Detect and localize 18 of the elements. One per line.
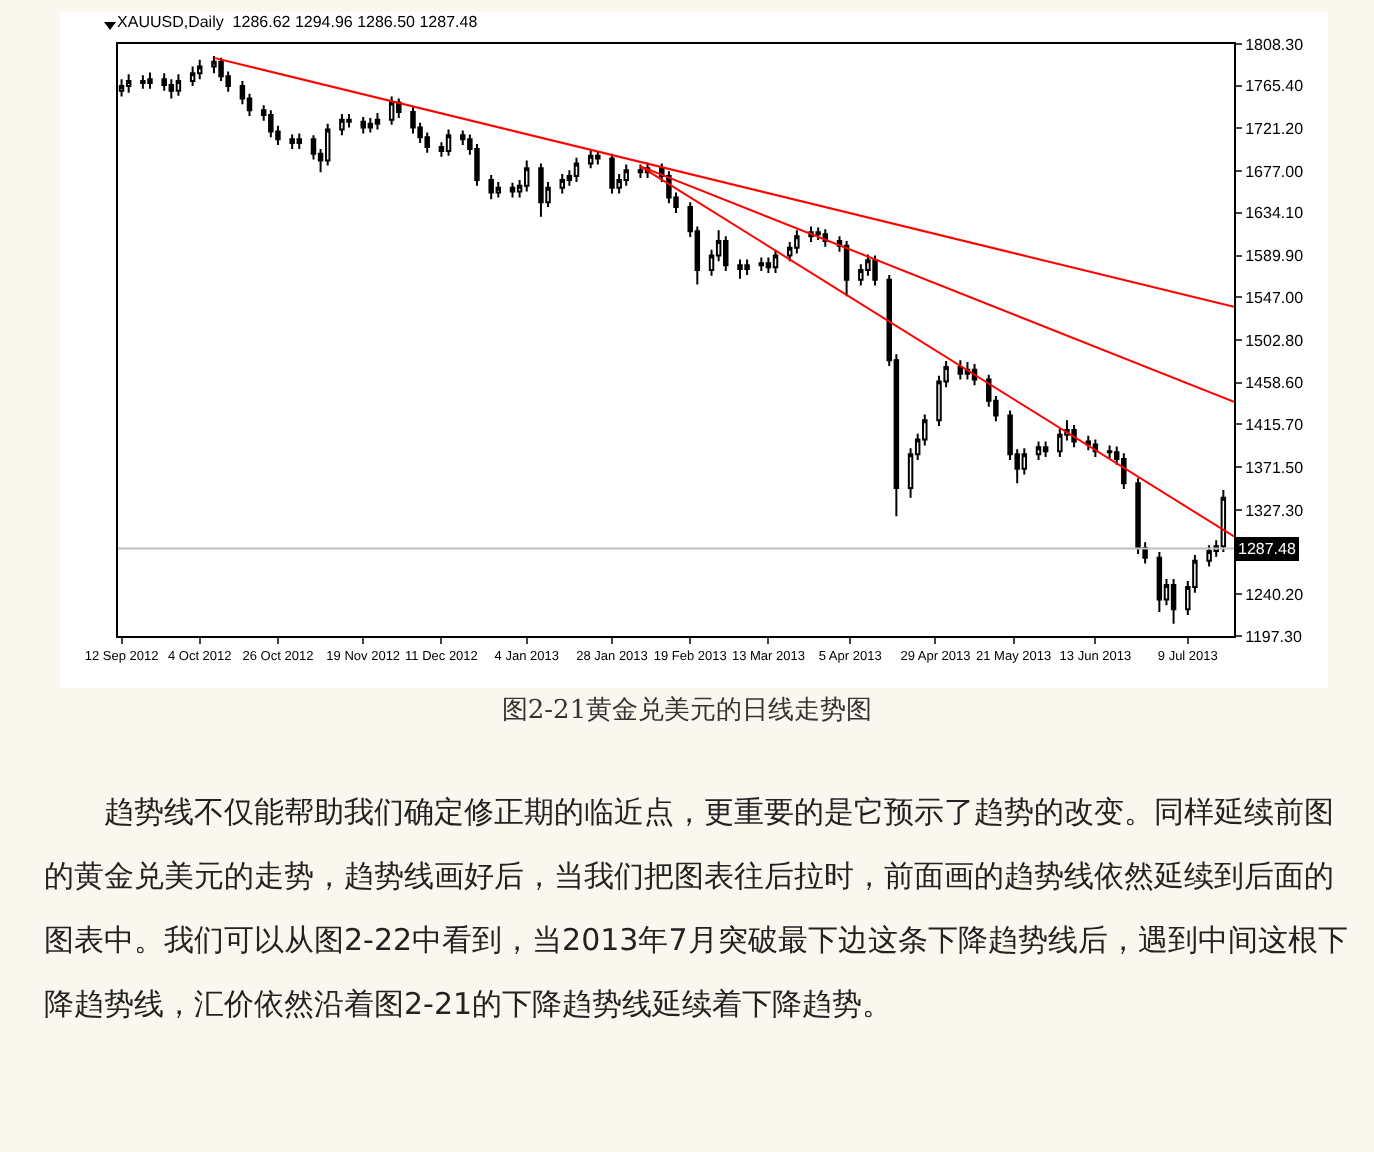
- y-tick-label: 1547.00: [1245, 288, 1305, 307]
- y-tick-label: 1327.30: [1245, 501, 1305, 520]
- y-tick-label: 1808.30: [1245, 35, 1305, 54]
- y-tick-label: 1240.20: [1245, 586, 1305, 605]
- y-tick-label: 1721.20: [1245, 120, 1305, 138]
- y-tick-label: 1197.30: [1245, 627, 1303, 646]
- y-tick-label: 1458.60: [1245, 374, 1305, 393]
- y-tick-label: 1589.90: [1245, 247, 1305, 266]
- caption: 图2-21黄金兑美元的日线走势图: [499, 694, 875, 728]
- chart-title: XAUUSD,Daily 1286.62 1294.96 1286.50 1287.48: [117, 12, 479, 31]
- text: 趋势线不仅能帮助我们确定修正期的临近点，更重要的是它预示了趋势的改变。同样延续前图的黄金兑美元的走势，趋势线画好后，当我们把图表往后拉时，前面画的趋势线依然延续到后面的图表中。我们可以从图2-22中看到，当2013年7月突破最下边这条下降趋势线后，遇到中间这根下降趋势线，汇价依然沿着图2-21的下降趋势线延续着下降趋势。: [44, 792, 1350, 1026]
- y-tick-label: 1371.50: [1245, 458, 1305, 477]
- y-tick-label: 1765.40: [1245, 77, 1305, 96]
- y-tick-label: 1502.80: [1245, 331, 1305, 350]
- y-tick-label: 1415.70: [1245, 416, 1305, 434]
- ref-line-label: 1287.48: [1238, 540, 1297, 558]
- y-tick-label: 1634.10: [1245, 204, 1305, 223]
- y-tick-label: 1677.00: [1245, 162, 1305, 181]
